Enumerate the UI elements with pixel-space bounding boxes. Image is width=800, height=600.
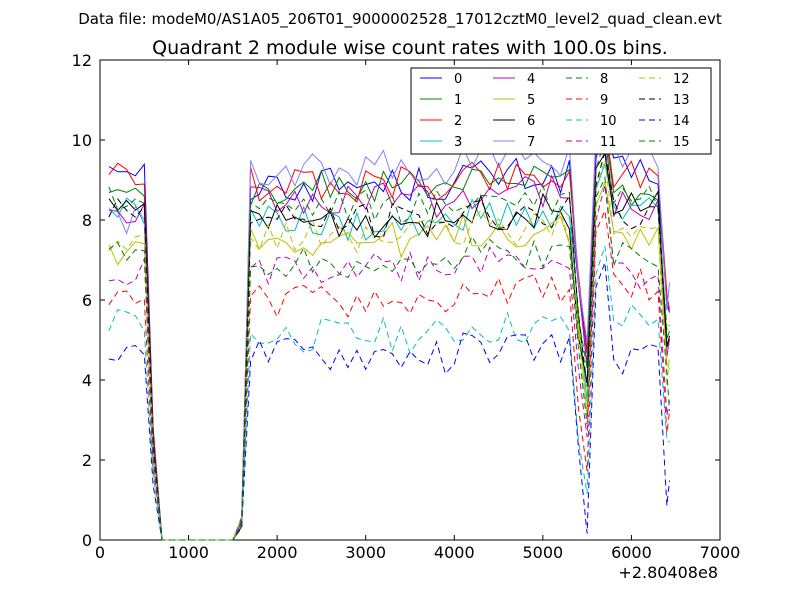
legend-label-15: 15 <box>673 135 690 150</box>
legend-label-1: 1 <box>454 93 462 108</box>
legend-label-11: 11 <box>600 135 617 150</box>
legend-label-10: 10 <box>600 114 617 129</box>
series-line-15 <box>108 175 670 541</box>
legend-label-8: 8 <box>600 72 608 87</box>
y-tick-label: 6 <box>82 291 92 310</box>
legend-label-7: 7 <box>527 135 535 150</box>
series-lines <box>108 106 670 541</box>
x-tick-label: 7000 <box>700 543 741 562</box>
x-offset-label: +2.80408e8 <box>618 563 718 582</box>
y-tick-label: 10 <box>72 131 92 150</box>
legend-label-0: 0 <box>454 72 462 87</box>
x-tick-label: 0 <box>95 543 105 562</box>
legend-label-13: 13 <box>673 93 690 108</box>
x-tick-label: 2000 <box>257 543 298 562</box>
legend-label-2: 2 <box>454 114 462 129</box>
x-tick-label: 5000 <box>522 543 563 562</box>
legend-label-12: 12 <box>673 72 690 87</box>
legend-label-3: 3 <box>454 135 462 150</box>
chart-title: Quadrant 2 module wise count rates with … <box>152 37 668 59</box>
x-tick-label: 6000 <box>611 543 652 562</box>
y-tick-label: 0 <box>82 531 92 550</box>
x-tick-label: 3000 <box>345 543 386 562</box>
series-line-12 <box>108 160 670 541</box>
x-tick-label: 4000 <box>434 543 475 562</box>
legend-label-9: 9 <box>600 93 608 108</box>
legend-label-5: 5 <box>527 93 535 108</box>
x-axis-ticks: 0 1000 2000 3000 4000 5000 6000 7000 <box>95 60 740 562</box>
suptitle: Data file: modeM0/AS1A05_206T01_90000025… <box>78 10 722 29</box>
legend-label-4: 4 <box>527 72 535 87</box>
y-tick-label: 8 <box>82 211 92 230</box>
y-tick-label: 12 <box>72 51 92 70</box>
legend-label-14: 14 <box>673 114 690 129</box>
legend-frame <box>410 67 712 155</box>
y-tick-label: 4 <box>82 371 92 390</box>
legend-label-6: 6 <box>527 114 535 129</box>
x-tick-label: 1000 <box>168 543 209 562</box>
y-tick-label: 2 <box>82 451 92 470</box>
